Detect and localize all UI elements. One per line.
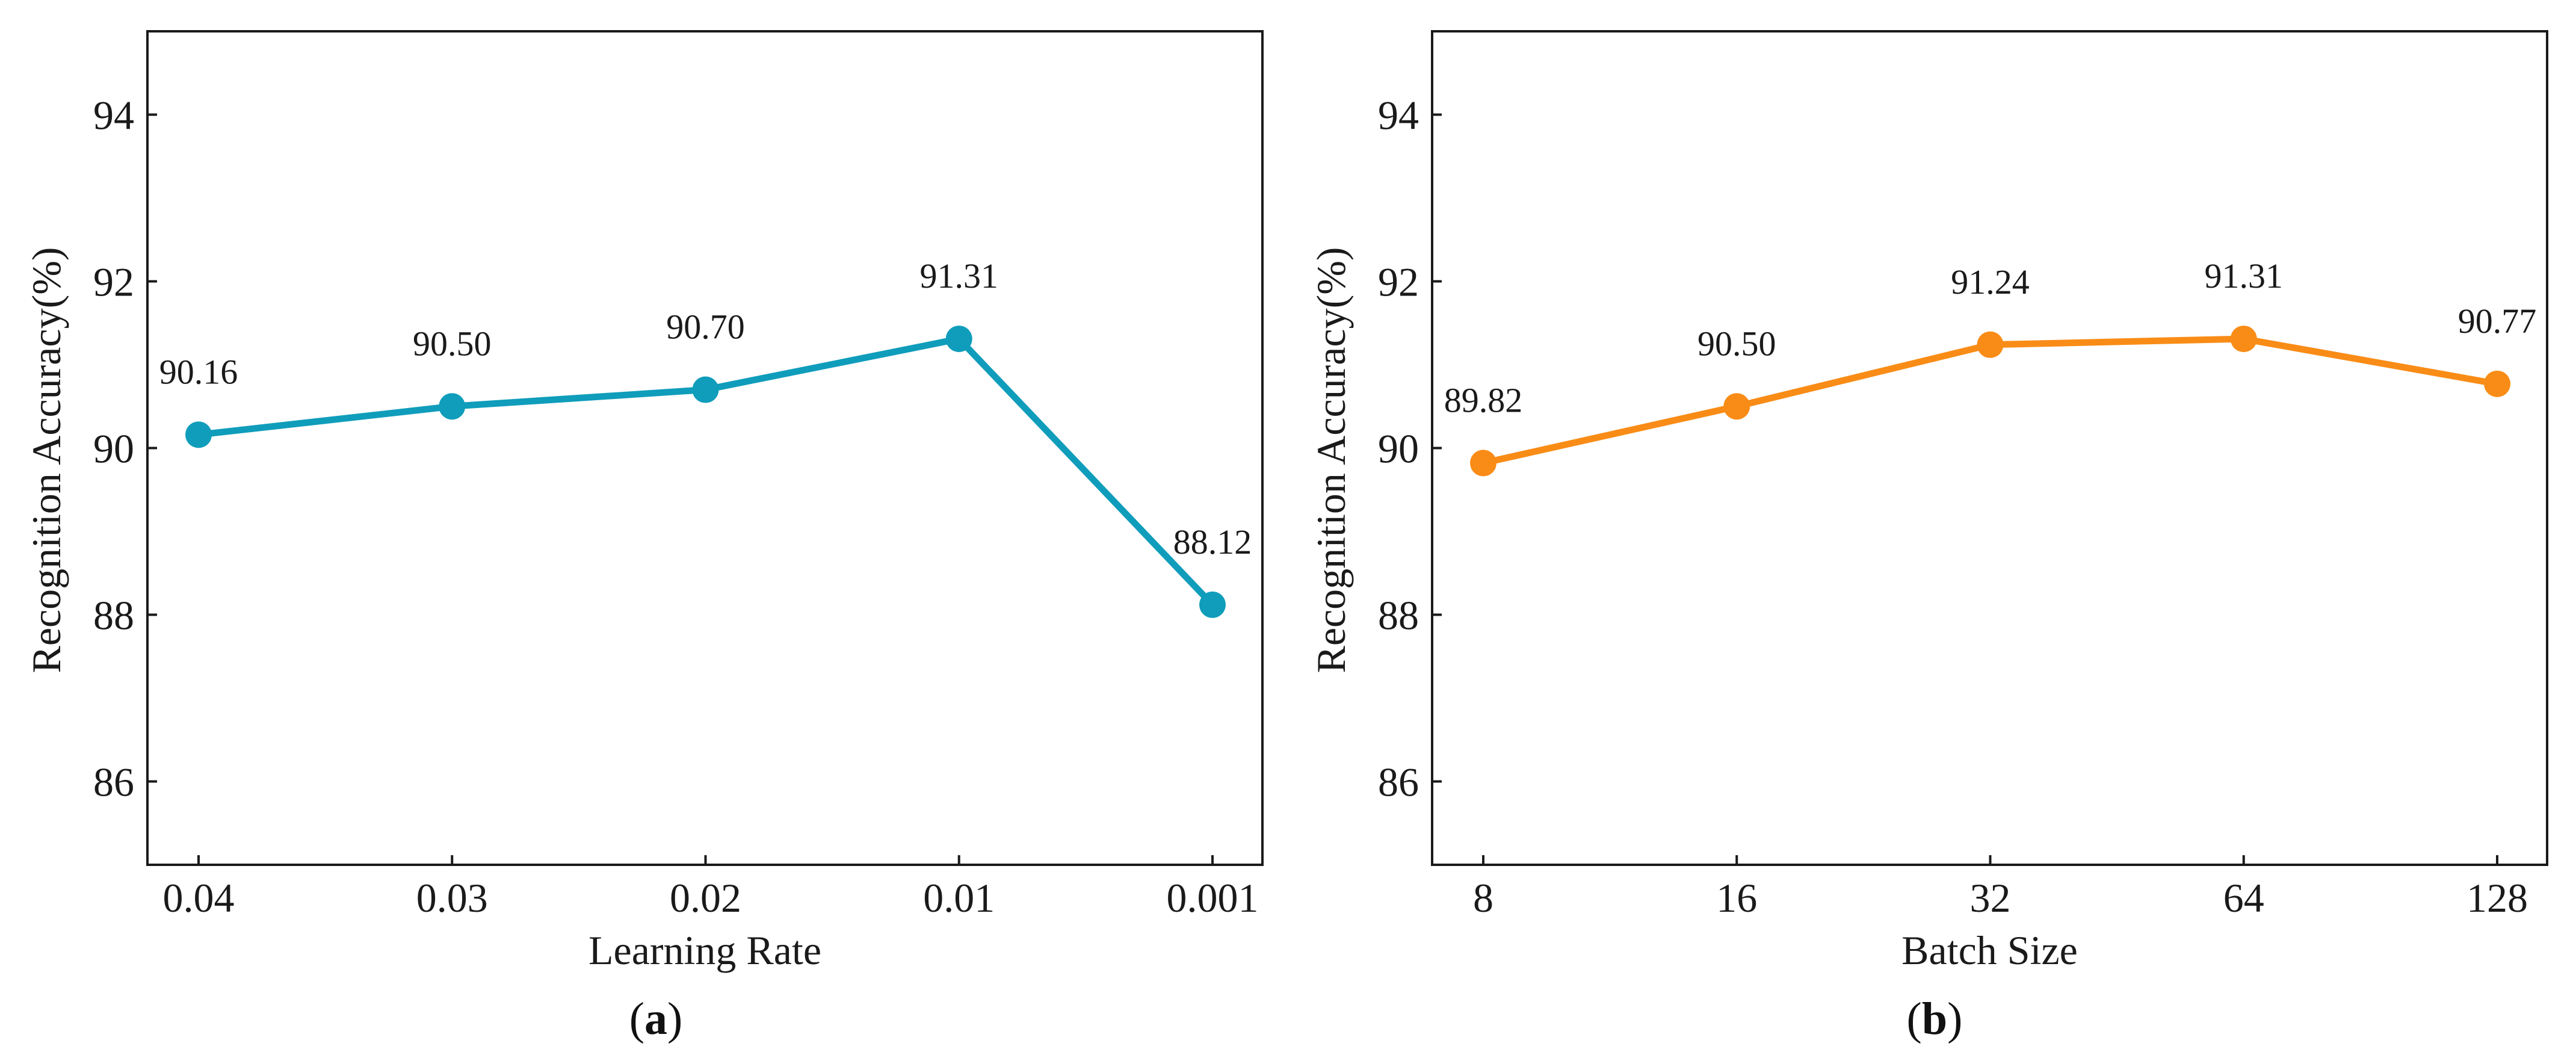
data-point-b-1: [1723, 393, 1750, 420]
data-label-a-4: 88.12: [1173, 522, 1252, 561]
y-tick-label-b-90: 90: [1378, 426, 1419, 472]
y-tick-label-b-94: 94: [1378, 93, 1419, 138]
data-point-a-0: [185, 421, 212, 448]
y-axis-label-a: Recognition Accuracy(%): [23, 247, 69, 673]
data-label-a-0: 90.16: [159, 352, 238, 391]
data-point-b-4: [2484, 370, 2510, 397]
x-tick-label-a-3: 0.01: [923, 875, 995, 921]
x-tick-label-a-1: 0.03: [416, 875, 488, 921]
data-point-a-3: [945, 326, 972, 353]
y-tick-label-a-92: 92: [93, 259, 134, 305]
x-tick-label-a-0: 0.04: [163, 875, 235, 921]
x-tick-label-b-3: 64: [2223, 875, 2264, 921]
data-label-b-3: 91.31: [2205, 256, 2284, 295]
data-label-a-3: 91.31: [920, 256, 999, 295]
data-label-a-2: 90.70: [666, 308, 745, 347]
plot-frame-a: [146, 30, 1264, 866]
y-tick-label-a-86: 86: [93, 759, 134, 805]
panel-label-b: (b): [1906, 994, 1963, 1044]
y-axis-label-b: Recognition Accuracy(%): [1308, 247, 1354, 673]
data-point-a-4: [1199, 591, 1226, 618]
data-label-a-1: 90.50: [413, 324, 492, 363]
chart-panel-b: 86 88 90 92 94 8 16 32 64 128 Batch Size Recognitio…: [1308, 30, 2548, 973]
y-tick-label-a-88: 88: [93, 593, 134, 639]
data-label-b-1: 90.50: [1697, 324, 1776, 363]
x-axis-label-a: Learning Rate: [588, 927, 821, 973]
data-point-b-2: [1977, 331, 2004, 358]
y-tick-label-a-90: 90: [93, 426, 134, 472]
panel-label-a-letter: a: [644, 994, 667, 1044]
x-tick-label-b-0: 8: [1473, 875, 1493, 921]
data-point-a-1: [439, 393, 466, 420]
panel-label-a: (a): [629, 994, 683, 1044]
chart-panel-a: 86 88 90 92 94 0.04 0.03 0.02 0.01 0.001 Learning …: [23, 30, 1264, 973]
x-tick-label-a-4: 0.001: [1167, 875, 1259, 921]
plot-frame-b: [1431, 30, 2548, 866]
data-label-b-0: 89.82: [1444, 380, 1523, 419]
x-tick-label-b-1: 16: [1716, 875, 1757, 921]
panel-label-b-letter: b: [1921, 994, 1948, 1044]
y-tick-label-b-86: 86: [1378, 759, 1419, 805]
data-label-b-2: 91.24: [1951, 262, 2030, 302]
data-point-b-0: [1470, 450, 1496, 477]
y-tick-label-b-92: 92: [1378, 259, 1419, 305]
y-tick-label-b-88: 88: [1378, 593, 1419, 639]
x-tick-label-b-2: 32: [1970, 875, 2011, 921]
x-axis-label-b: Batch Size: [1901, 927, 2078, 973]
data-label-b-4: 90.77: [2458, 302, 2537, 341]
data-point-b-3: [2230, 326, 2257, 353]
y-tick-label-a-94: 94: [93, 93, 134, 138]
x-tick-label-a-2: 0.02: [670, 875, 741, 921]
x-tick-label-b-4: 128: [2466, 875, 2528, 921]
data-point-a-2: [692, 376, 719, 403]
